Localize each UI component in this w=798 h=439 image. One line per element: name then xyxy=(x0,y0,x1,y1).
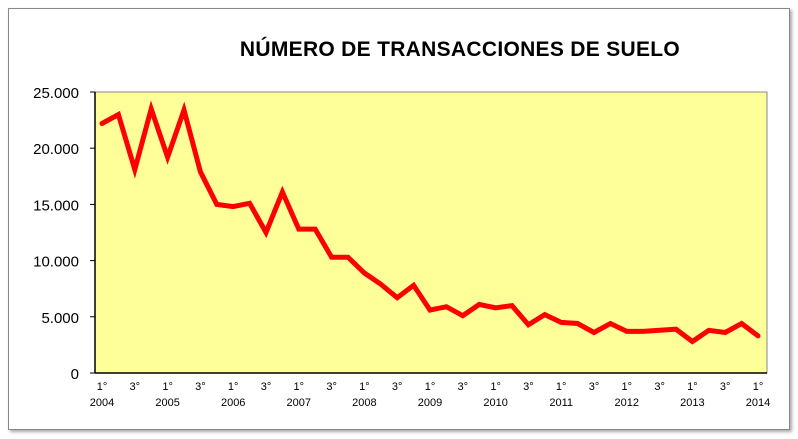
x-quarter-label: 1° xyxy=(425,381,436,393)
x-quarter-label: 1° xyxy=(228,381,239,393)
x-quarter-label: 3° xyxy=(458,381,469,393)
y-tick-label: 10.000 xyxy=(33,254,79,271)
chart-title: NÚMERO DE TRANSACCIONES DE SUELO xyxy=(239,38,681,61)
x-quarter-label: 3° xyxy=(392,381,403,393)
x-quarter-label: 3° xyxy=(720,381,731,393)
x-quarter-label: 1° xyxy=(753,381,764,393)
y-tick-label: 15.000 xyxy=(33,197,79,214)
x-quarter-label: 1° xyxy=(556,381,567,393)
x-quarter-label: 3° xyxy=(261,381,272,393)
x-quarter-label: 1° xyxy=(294,381,305,393)
x-quarter-label: 3° xyxy=(589,381,600,393)
x-quarter-label: 1° xyxy=(359,381,370,393)
x-quarter-label: 3° xyxy=(523,381,534,393)
x-axis: 1° 3° 1° 3° 1° 3° 1° 3° 1° 3° 1° 3° 1° 3° 1° 3° 1° 3° 1° 3°… xyxy=(90,372,770,409)
x-year-label: 2005 xyxy=(155,397,179,409)
x-year-label: 2013 xyxy=(680,397,704,409)
x-year-label: 2014 xyxy=(746,397,770,409)
x-year-label: 2009 xyxy=(418,397,442,409)
plot-area xyxy=(94,91,768,374)
y-axis: 0 5.000 10.000 15.000 20.000 25.000 xyxy=(33,85,96,383)
x-quarter-label: 1° xyxy=(162,381,173,393)
y-tick-label: 20.000 xyxy=(33,141,79,158)
y-tick-label: 0 xyxy=(71,366,79,383)
x-quarter-label: 3° xyxy=(195,381,206,393)
x-year-label: 2011 xyxy=(549,397,573,409)
y-tick-label: 5.000 xyxy=(41,310,79,327)
x-year-label: 2004 xyxy=(90,397,114,409)
x-quarter-label: 3° xyxy=(130,381,141,393)
x-quarter-label: 1° xyxy=(687,381,698,393)
x-quarter-label: 1° xyxy=(622,381,633,393)
x-quarter-label: 3° xyxy=(326,381,337,393)
x-quarter-label: 3° xyxy=(654,381,665,393)
x-year-label: 2007 xyxy=(287,397,311,409)
series-group xyxy=(99,100,761,345)
x-year-label: 2008 xyxy=(352,397,376,409)
x-quarter-label: 1° xyxy=(490,381,501,393)
x-year-label: 2010 xyxy=(483,397,507,409)
x-quarter-label: 1° xyxy=(97,381,108,393)
y-tick-label: 25.000 xyxy=(33,85,79,102)
x-year-label: 2012 xyxy=(615,397,639,409)
x-year-label: 2006 xyxy=(221,397,245,409)
